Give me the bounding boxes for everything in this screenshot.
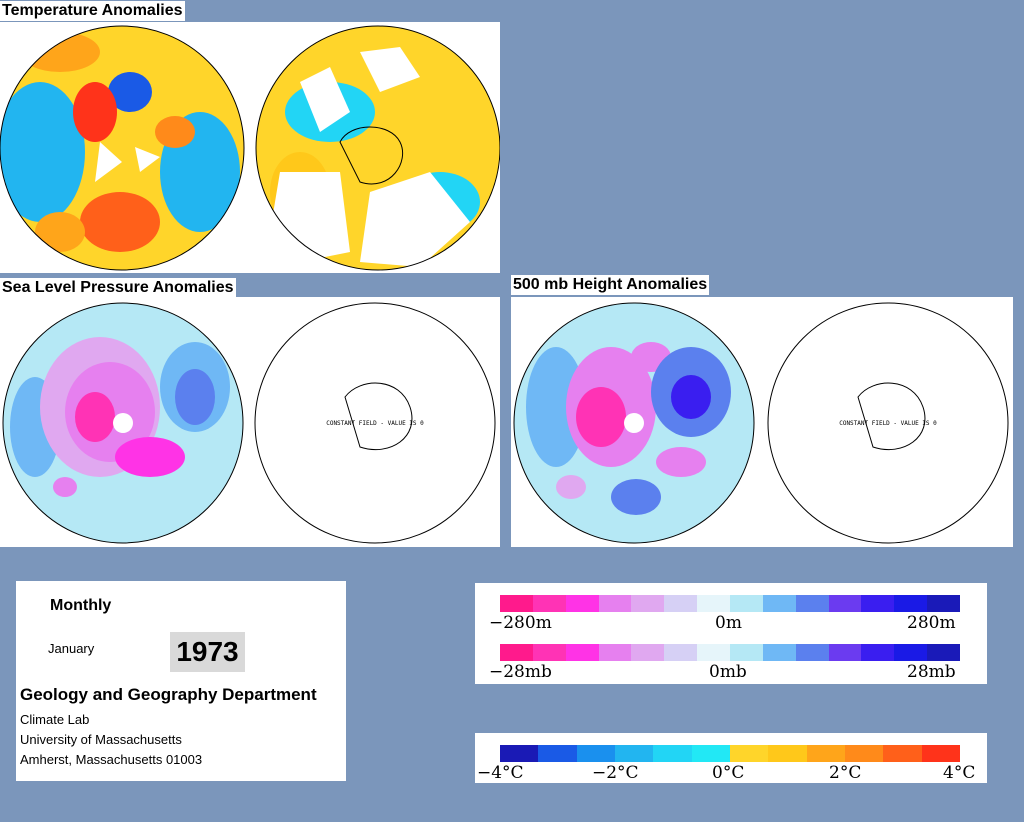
slp-south-hemisphere-map: CONSTANT FIELD - VALUE IS 0 xyxy=(254,302,496,544)
pressure-color-bar xyxy=(500,644,961,661)
height-anomalies-title: 500 mb Height Anomalies xyxy=(511,275,710,295)
height-north-hemisphere-map xyxy=(514,303,754,543)
slp-constant-field-note: CONSTANT FIELD - VALUE IS 0 xyxy=(326,420,424,427)
temperature-color-swatch xyxy=(500,745,539,762)
temperature-label-max: 4°C xyxy=(943,763,976,783)
pressure-color-swatch xyxy=(762,644,796,661)
slp-maps-panel: CONSTANT FIELD - VALUE IS 0 xyxy=(0,297,500,547)
height-color-swatch xyxy=(631,595,665,612)
height-color-swatch xyxy=(532,595,566,612)
slp-north-hemisphere-map xyxy=(3,303,243,543)
height-color-swatch xyxy=(664,595,698,612)
period-label: Monthly xyxy=(50,597,112,614)
temperature-label-zero: 0°C xyxy=(712,763,745,783)
height-label-min: −280m xyxy=(489,613,552,633)
pressure-color-swatch xyxy=(795,644,829,661)
info-panel: Monthly January 1973 Geology and Geograp… xyxy=(16,581,346,781)
pressure-label-min: −28mb xyxy=(489,662,552,682)
height-south-hemisphere-map: CONSTANT FIELD - VALUE IS 0 xyxy=(767,302,1009,544)
pressure-color-swatch xyxy=(730,644,763,661)
height-color-swatch xyxy=(598,595,632,612)
height-label-max: 280m xyxy=(907,613,956,633)
height-label-zero: 0m xyxy=(715,613,742,633)
height-pressure-legend: −280m 0m 280m −28mb 0mb 28mb xyxy=(475,583,987,684)
temperature-color-swatch xyxy=(538,745,577,762)
pressure-color-swatch xyxy=(598,644,632,661)
pressure-color-swatch xyxy=(664,644,698,661)
temperature-south-hemisphere-map xyxy=(256,26,500,270)
height-color-swatch xyxy=(762,595,796,612)
temperature-color-swatch xyxy=(614,745,654,762)
pressure-color-swatch xyxy=(565,644,599,661)
temperature-north-hemisphere-map xyxy=(0,26,244,270)
height-maps: CONSTANT FIELD - VALUE IS 0 xyxy=(513,302,1009,544)
pressure-label-zero: 0mb xyxy=(709,662,747,682)
height-color-swatch xyxy=(697,595,731,612)
temperature-color-swatch xyxy=(691,745,730,762)
temperature-color-bar xyxy=(500,745,960,762)
temperature-anomalies-title: Temperature Anomalies xyxy=(0,1,185,21)
pressure-color-swatch xyxy=(861,644,895,661)
temperature-label-neg2: −2°C xyxy=(592,763,639,783)
height-color-swatch xyxy=(795,595,829,612)
slp-anomalies-title: Sea Level Pressure Anomalies xyxy=(0,278,236,298)
pressure-color-swatch xyxy=(828,644,862,661)
temperature-color-swatch xyxy=(576,745,615,762)
pressure-color-swatch xyxy=(500,644,533,661)
pressure-color-swatch xyxy=(697,644,731,661)
temperature-legend: −4°C −2°C 0°C 2°C 4°C xyxy=(475,733,987,783)
department-label: Geology and Geography Department xyxy=(20,685,317,704)
temperature-color-swatch xyxy=(806,745,845,762)
pressure-color-swatch xyxy=(631,644,665,661)
height-color-swatch xyxy=(500,595,533,612)
height-maps-panel: CONSTANT FIELD - VALUE IS 0 xyxy=(511,297,1013,547)
temperature-color-swatch xyxy=(921,745,960,762)
temperature-label-min: −4°C xyxy=(477,763,524,783)
height-color-swatch xyxy=(894,595,928,612)
slp-maps: CONSTANT FIELD - VALUE IS 0 xyxy=(2,302,496,544)
year-label: 1973 xyxy=(170,632,245,672)
temperature-color-swatch xyxy=(883,745,922,762)
height-color-swatch xyxy=(861,595,895,612)
pressure-label-max: 28mb xyxy=(907,662,956,682)
pressure-color-swatch xyxy=(927,644,961,661)
address-label: Amherst, Massachusetts 01003 xyxy=(20,752,203,767)
height-color-swatch xyxy=(927,595,961,612)
temperature-color-swatch xyxy=(844,745,884,762)
height-color-swatch xyxy=(565,595,599,612)
height-color-swatch xyxy=(828,595,862,612)
temperature-label-pos2: 2°C xyxy=(829,763,862,783)
month-label: January xyxy=(48,641,95,656)
lab-label: Climate Lab xyxy=(20,712,90,727)
pressure-color-swatch xyxy=(894,644,928,661)
temperature-color-swatch xyxy=(729,745,769,762)
pressure-color-swatch xyxy=(532,644,566,661)
height-color-swatch xyxy=(730,595,763,612)
height-constant-field-note: CONSTANT FIELD - VALUE IS 0 xyxy=(839,420,937,427)
temperature-maps xyxy=(0,25,500,271)
temperature-color-swatch xyxy=(768,745,807,762)
temperature-color-swatch xyxy=(653,745,692,762)
university-label: University of Massachusetts xyxy=(20,732,182,747)
temperature-maps-panel xyxy=(0,22,500,273)
height-color-bar xyxy=(500,595,961,612)
